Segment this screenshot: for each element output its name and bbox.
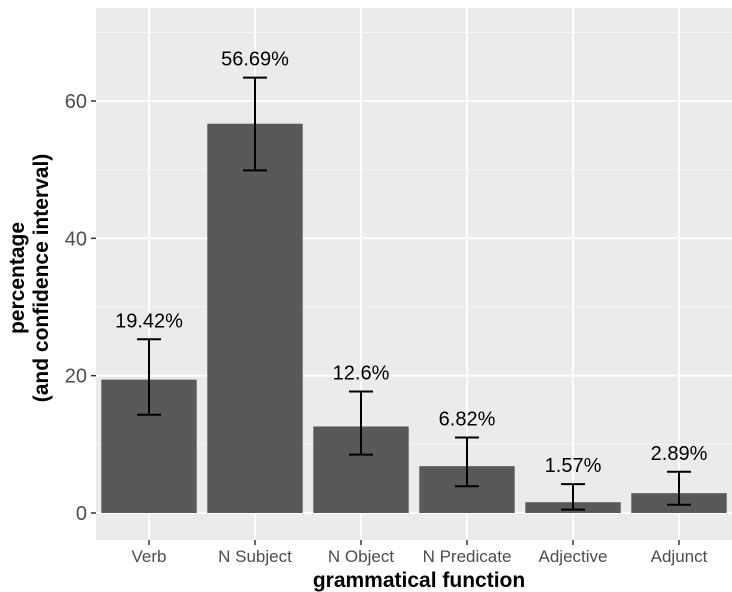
plot-panel <box>96 8 732 540</box>
error-bar <box>349 390 373 456</box>
bars <box>101 123 727 513</box>
y-axis-title: percentage (and confidence interval) <box>6 154 53 403</box>
major-gridlines <box>96 8 732 540</box>
error-bars <box>137 76 691 511</box>
error-bar <box>455 436 479 488</box>
bar-n-subject <box>207 123 303 513</box>
x-tick-label: N Subject <box>218 547 292 566</box>
x-tick-label: N Object <box>328 547 394 566</box>
x-tick-label: Verb <box>132 547 167 566</box>
data-label: 19.42% <box>115 310 183 332</box>
data-label: 2.89% <box>651 443 708 465</box>
y-tick-label: 0 <box>76 503 87 525</box>
data-label: 1.57% <box>545 455 602 477</box>
y-tick-label: 40 <box>65 228 87 250</box>
error-bar <box>243 76 267 172</box>
x-tick-label: Adjunct <box>651 547 708 566</box>
y-tick-label: 20 <box>65 366 87 388</box>
minor-gridlines <box>96 31 732 445</box>
x-tick-label: N Predicate <box>423 547 512 566</box>
x-axis: Verb N Subject N Object N Predicate Adjectiv… <box>132 540 708 566</box>
error-bar <box>137 338 161 416</box>
x-tick-label: Adjective <box>539 547 608 566</box>
y-axis-title-line1: percentage <box>6 222 29 334</box>
y-tick-label: 60 <box>65 91 87 113</box>
data-labels: 19.42% 56.69% 12.6% 6.82% 1.57% 2.89% <box>115 49 707 478</box>
data-label: 6.82% <box>439 408 496 430</box>
x-axis-title: grammatical function <box>313 569 525 592</box>
error-bar <box>667 470 691 506</box>
data-label: 12.6% <box>333 362 390 384</box>
y-axis: 0 20 40 60 <box>65 91 96 525</box>
y-axis-title-line2: (and confidence interval) <box>30 154 53 403</box>
data-label: 56.69% <box>221 49 289 71</box>
error-bar <box>561 483 585 511</box>
